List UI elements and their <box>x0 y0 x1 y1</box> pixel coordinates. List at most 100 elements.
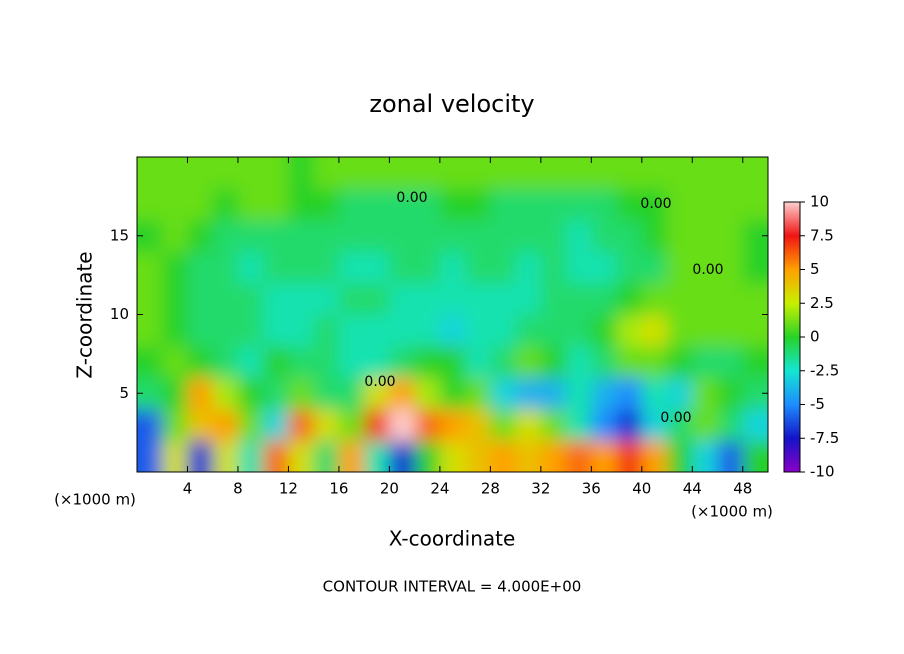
heat-cell <box>389 157 416 189</box>
x-tick-label: 8 <box>233 480 243 498</box>
heat-cell <box>692 440 719 472</box>
heat-cell <box>288 377 315 410</box>
colorbar-tick-label: -7.5 <box>810 429 839 447</box>
heat-cell <box>465 377 491 410</box>
heat-cell <box>465 188 491 221</box>
heat-cell <box>338 314 365 347</box>
footer: CONTOUR INTERVAL = 4.000E+00 <box>323 578 582 596</box>
heat-cell <box>414 346 441 378</box>
heat-cell <box>591 283 618 315</box>
heat-cell <box>389 220 416 252</box>
heat-cell <box>641 409 668 441</box>
x-tick-label: 28 <box>481 480 500 498</box>
heat-cell <box>490 377 517 410</box>
heat-cell <box>515 314 542 347</box>
heat-cell <box>692 220 719 252</box>
x-axis-label: X-coordinate <box>389 527 516 551</box>
heat-cell <box>490 283 517 315</box>
chart-title: zonal velocity <box>369 90 534 118</box>
heat-cell <box>338 440 365 472</box>
heat-cell <box>364 188 390 221</box>
heat-cell <box>288 220 315 252</box>
x-tick-label: 16 <box>329 480 348 498</box>
x-tick-label: 32 <box>531 480 550 498</box>
heat-cell <box>667 220 693 252</box>
colorbar-tick-label: -5 <box>810 395 825 413</box>
heat-cell <box>540 157 567 189</box>
heat-cell <box>641 377 668 410</box>
x-unit-label: (×1000 m) <box>691 503 773 521</box>
heat-cell <box>137 251 163 284</box>
heat-cell <box>313 314 340 347</box>
heat-cell <box>465 251 491 284</box>
contour-label: 0.00 <box>364 374 395 390</box>
heat-cell <box>667 409 693 441</box>
heat-cell <box>641 346 668 378</box>
heat-cell <box>742 314 768 347</box>
heat-cell <box>263 220 289 252</box>
heat-cell <box>414 251 441 284</box>
heat-cell <box>162 188 188 221</box>
contour-label: 0.00 <box>660 410 691 426</box>
heat-cell <box>187 409 214 441</box>
heat-cell <box>237 188 264 221</box>
heat-cell <box>237 220 264 252</box>
heat-cell <box>263 251 289 284</box>
contour-label: 0.00 <box>640 196 671 212</box>
y-tick-label: 10 <box>110 305 129 323</box>
heat-cell <box>616 283 643 315</box>
heat-cell <box>742 188 768 221</box>
heat-cell <box>439 251 466 284</box>
heat-cell <box>162 283 188 315</box>
heat-cell <box>313 220 340 252</box>
heat-cell <box>338 220 365 252</box>
heat-cell <box>641 283 668 315</box>
heat-cell <box>364 157 390 189</box>
heatmap <box>137 157 768 472</box>
heat-cell <box>313 283 340 315</box>
heat-cell <box>717 283 744 315</box>
heat-cell <box>263 188 289 221</box>
heat-cell <box>439 346 466 378</box>
heat-cell <box>667 377 693 410</box>
heat-cell <box>515 283 542 315</box>
heat-cell <box>439 440 466 472</box>
heat-cell <box>667 283 693 315</box>
heat-cell <box>212 251 239 284</box>
heat-cell <box>641 314 668 347</box>
y-axis-label: Z-coordinate <box>73 251 97 378</box>
heat-cell <box>515 251 542 284</box>
heat-cell <box>490 157 517 189</box>
heat-cell <box>389 251 416 284</box>
heat-cell <box>313 440 340 472</box>
y-tick-label: 15 <box>110 226 129 244</box>
heat-cell <box>439 283 466 315</box>
heat-cell <box>742 440 768 472</box>
heat-cell <box>591 188 618 221</box>
heat-cell <box>641 440 668 472</box>
heat-cell <box>263 346 289 378</box>
heat-cell <box>566 220 592 252</box>
heat-cell <box>591 440 618 472</box>
heat-cell <box>490 314 517 347</box>
x-tick-label: 44 <box>683 480 702 498</box>
heat-cell <box>212 188 239 221</box>
heat-cell <box>389 314 416 347</box>
colorbar <box>783 201 801 473</box>
heat-cell <box>490 409 517 441</box>
heat-cell <box>364 220 390 252</box>
colorbar-tick-label: 0 <box>810 328 820 346</box>
heat-cell <box>338 377 365 410</box>
heat-cell <box>717 346 744 378</box>
colorbar-tick-label: -2.5 <box>810 361 839 379</box>
heat-cell <box>237 440 264 472</box>
heat-cell <box>490 440 517 472</box>
heat-cell <box>717 157 744 189</box>
heat-cell <box>137 440 163 472</box>
heat-cell <box>364 346 390 378</box>
heat-cell <box>566 440 592 472</box>
heat-cell <box>667 346 693 378</box>
heat-cell <box>591 346 618 378</box>
heat-cell <box>566 251 592 284</box>
